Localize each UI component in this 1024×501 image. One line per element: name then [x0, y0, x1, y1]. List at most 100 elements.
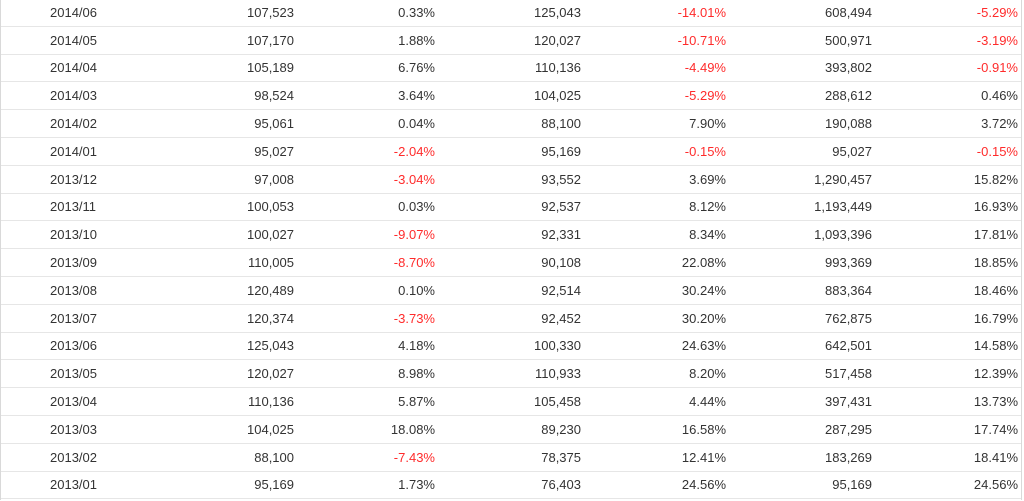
row-value-1: 110,005: [247, 255, 294, 271]
row-value-1: 100,027: [247, 227, 294, 243]
row-date: 2013/04: [50, 394, 97, 410]
row-date: 2014/02: [50, 116, 97, 132]
row-change-3: 15.82%: [973, 171, 1018, 187]
row-value-3: 1,290,457: [814, 171, 872, 187]
row-value-1: 98,524: [254, 88, 294, 104]
row-date: 2013/07: [50, 310, 97, 326]
row-change-3: 17.74%: [973, 421, 1018, 437]
table-row: 2014/05 107,170 1.88% 120,027 -10.71% 500,971…: [1, 27, 1021, 55]
row-change-2: 3.69%: [689, 171, 726, 187]
table-row: 2013/06 125,043 4.18% 100,330 24.63% 642,501 1…: [1, 333, 1021, 361]
row-value-2: 76,403: [541, 477, 581, 493]
row-value-3: 397,431: [825, 394, 872, 410]
row-change-1: 1.73%: [398, 477, 435, 493]
row-date: 2014/01: [50, 143, 97, 159]
row-change-3: 18.46%: [973, 282, 1018, 298]
row-value-3: 95,169: [832, 477, 872, 493]
row-change-3: 18.41%: [973, 449, 1018, 465]
row-value-2: 104,025: [534, 88, 581, 104]
row-change-3: -5.29%: [976, 4, 1018, 20]
table-row: 2013/09 110,005 -8.70% 90,108 22.08% 993,369 1…: [1, 249, 1021, 277]
row-change-3: 17.81%: [973, 227, 1018, 243]
row-change-2: -4.49%: [684, 60, 726, 76]
row-value-1: 110,136: [247, 394, 294, 410]
row-value-2: 105,458: [534, 394, 581, 410]
row-value-2: 92,514: [541, 282, 581, 298]
row-change-1: 8.98%: [398, 366, 435, 382]
row-value-2: 110,933: [534, 366, 581, 382]
row-change-2: -10.71%: [677, 32, 726, 48]
row-date: 2014/03: [50, 88, 97, 104]
row-value-1: 97,008: [254, 171, 294, 187]
row-change-2: 30.24%: [681, 282, 726, 298]
row-value-2: 110,136: [534, 60, 581, 76]
row-change-1: 0.04%: [398, 116, 435, 132]
row-date: 2014/05: [50, 32, 97, 48]
row-change-2: 8.20%: [689, 366, 726, 382]
row-change-3: 3.72%: [981, 116, 1018, 132]
row-date: 2013/08: [50, 282, 97, 298]
row-value-3: 883,364: [825, 282, 872, 298]
row-change-3: 0.46%: [981, 88, 1018, 104]
row-value-3: 288,612: [825, 88, 872, 104]
row-value-2: 89,230: [541, 421, 581, 437]
row-date: 2013/05: [50, 366, 97, 382]
row-change-2: -5.29%: [684, 88, 726, 104]
row-value-3: 762,875: [825, 310, 872, 326]
row-change-1: -9.07%: [393, 227, 435, 243]
row-change-1: -8.70%: [393, 255, 435, 271]
row-value-3: 95,027: [832, 143, 872, 159]
table-row: 2013/07 120,374 -3.73% 92,452 30.20% 762,875 1…: [1, 305, 1021, 333]
row-value-3: 993,369: [825, 255, 872, 271]
row-value-1: 120,374: [247, 310, 294, 326]
table-row: 2013/11 100,053 0.03% 92,537 8.12% 1,193,449 1…: [1, 194, 1021, 222]
row-value-1: 107,170: [247, 32, 294, 48]
row-date: 2013/01: [50, 477, 97, 493]
table-row: 2014/01 95,027 -2.04% 95,169 -0.15% 95,027 -0.…: [1, 138, 1021, 166]
table-row: 2013/05 120,027 8.98% 110,933 8.20% 517,458 12…: [1, 360, 1021, 389]
row-value-3: 517,458: [825, 366, 872, 382]
row-change-3: 12.39%: [973, 366, 1018, 382]
row-date: 2013/09: [50, 255, 97, 271]
row-change-1: 1.88%: [398, 32, 435, 48]
row-value-2: 93,552: [541, 171, 581, 187]
row-change-3: 16.79%: [973, 310, 1018, 326]
row-change-2: 8.12%: [689, 199, 726, 215]
row-change-1: 0.03%: [398, 199, 435, 215]
row-value-1: 105,189: [247, 60, 294, 76]
row-change-2: 8.34%: [689, 227, 726, 243]
row-change-2: 24.56%: [681, 477, 726, 493]
row-value-2: 100,330: [534, 338, 581, 354]
table-row: 2013/02 88,100 -7.43% 78,375 12.41% 183,269 18…: [1, 444, 1021, 472]
row-value-1: 95,027: [254, 143, 294, 159]
row-value-1: 100,053: [247, 199, 294, 215]
row-change-1: -3.73%: [393, 310, 435, 326]
row-change-2: -14.01%: [677, 4, 726, 20]
row-value-1: 95,169: [254, 477, 294, 493]
row-value-3: 393,802: [825, 60, 872, 76]
row-change-1: 0.10%: [398, 282, 435, 298]
row-value-3: 183,269: [825, 449, 872, 465]
table-row: 2013/04 110,136 5.87% 105,458 4.44% 397,431 13…: [1, 388, 1021, 416]
row-value-3: 500,971: [825, 32, 872, 48]
table-row: 2013/08 120,489 0.10% 92,514 30.24% 883,364 18…: [1, 277, 1021, 305]
row-value-1: 125,043: [247, 338, 294, 354]
row-change-2: 16.58%: [681, 421, 726, 437]
row-change-1: -3.04%: [393, 171, 435, 187]
row-change-2: -0.15%: [684, 143, 726, 159]
row-value-2: 120,027: [534, 32, 581, 48]
row-change-1: -7.43%: [393, 449, 435, 465]
row-value-2: 92,537: [541, 199, 581, 215]
row-change-3: 14.58%: [973, 338, 1018, 354]
row-value-1: 88,100: [254, 449, 294, 465]
row-value-2: 125,043: [534, 4, 581, 20]
row-value-1: 107,523: [247, 4, 294, 20]
row-change-1: 6.76%: [398, 60, 435, 76]
row-date: 2013/12: [50, 171, 97, 187]
row-change-3: -3.19%: [976, 32, 1018, 48]
row-value-2: 95,169: [541, 143, 581, 159]
row-value-1: 104,025: [247, 421, 294, 437]
row-value-2: 90,108: [541, 255, 581, 271]
row-change-3: 16.93%: [973, 199, 1018, 215]
